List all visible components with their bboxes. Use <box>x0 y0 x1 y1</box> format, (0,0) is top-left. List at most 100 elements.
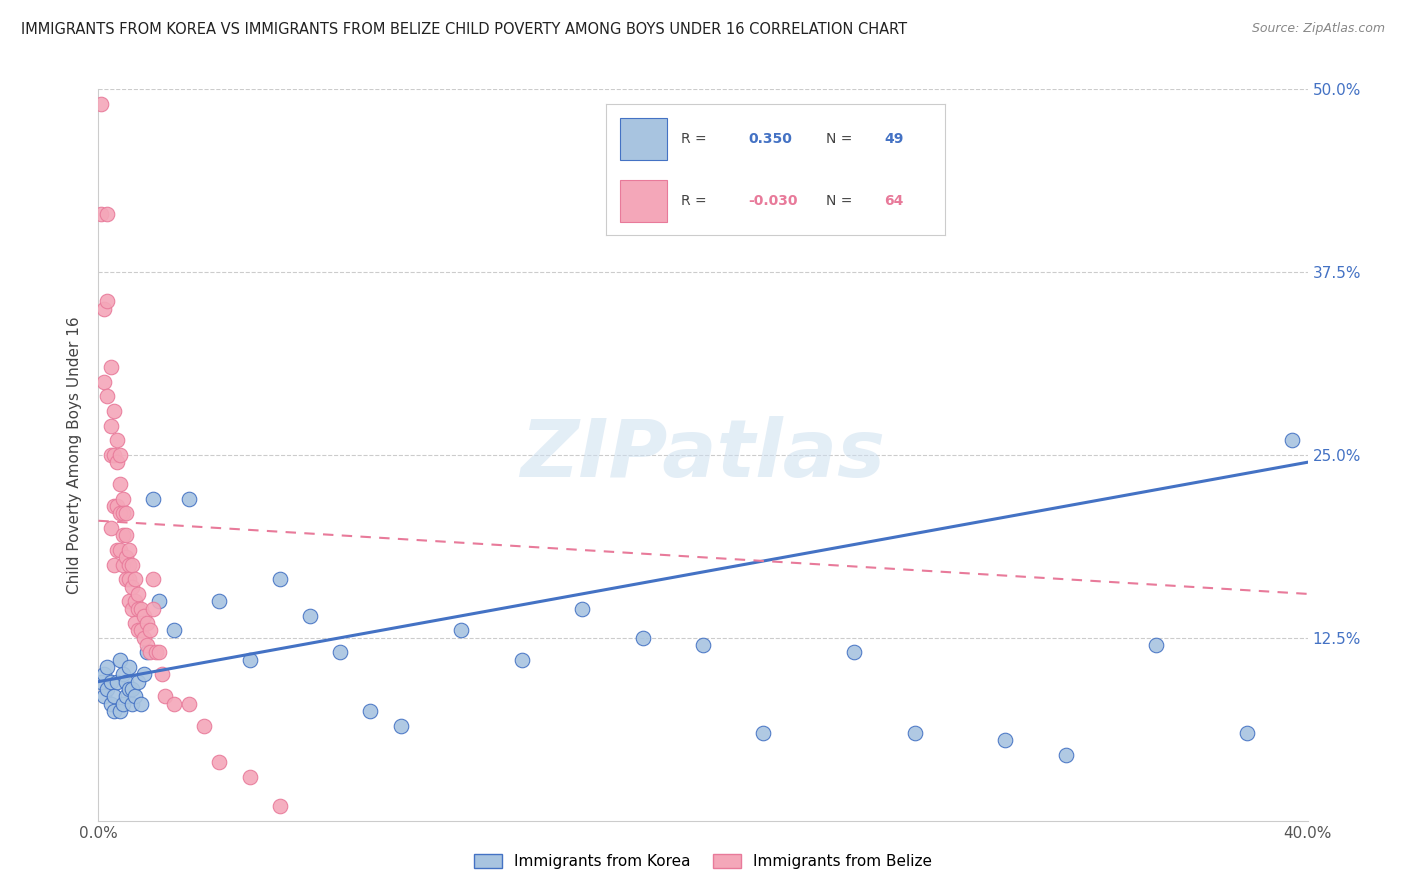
Point <box>269 799 291 814</box>
Point <box>124 690 146 704</box>
Point <box>114 674 136 689</box>
Point <box>994 733 1017 747</box>
Point <box>114 572 136 586</box>
Point <box>103 558 125 572</box>
Point <box>179 491 201 506</box>
Point <box>105 455 128 469</box>
Point <box>1054 747 1077 762</box>
Point <box>111 697 134 711</box>
Point <box>124 572 146 586</box>
Point <box>148 645 170 659</box>
Point <box>90 96 112 111</box>
Point <box>121 601 143 615</box>
Point <box>450 624 472 638</box>
Point <box>239 770 262 784</box>
Point <box>329 645 352 659</box>
Point <box>111 491 134 506</box>
Point <box>844 645 866 659</box>
Point <box>118 543 141 558</box>
Point <box>108 543 131 558</box>
Point <box>108 448 131 462</box>
Point <box>752 726 775 740</box>
Point <box>127 601 149 615</box>
Point <box>118 594 141 608</box>
Point <box>389 718 412 732</box>
Point <box>129 697 152 711</box>
Point <box>1281 434 1303 448</box>
Point <box>103 448 125 462</box>
Point <box>129 624 152 638</box>
Point <box>145 645 167 659</box>
Text: ZIPatlas: ZIPatlas <box>520 416 886 494</box>
Point <box>96 660 118 674</box>
Point <box>111 667 134 681</box>
Point <box>132 667 155 681</box>
Point <box>96 389 118 403</box>
Point <box>100 448 122 462</box>
Point <box>93 667 115 681</box>
Point <box>121 697 143 711</box>
Point <box>163 624 186 638</box>
Point <box>100 521 122 535</box>
Point <box>93 301 115 316</box>
Point <box>1144 638 1167 652</box>
Point <box>142 601 165 615</box>
Point <box>100 418 122 433</box>
Point <box>1236 726 1258 740</box>
Point <box>108 704 131 718</box>
Point <box>179 697 201 711</box>
Point <box>103 499 125 513</box>
Point <box>127 624 149 638</box>
Point <box>135 638 157 652</box>
Point <box>135 645 157 659</box>
Point <box>105 543 128 558</box>
Point <box>108 507 131 521</box>
Text: Source: ZipAtlas.com: Source: ZipAtlas.com <box>1251 22 1385 36</box>
Point <box>124 594 146 608</box>
Point <box>132 631 155 645</box>
Point <box>139 645 162 659</box>
Point <box>114 690 136 704</box>
Point <box>163 697 186 711</box>
Point <box>96 206 118 220</box>
Point <box>142 572 165 586</box>
Point <box>93 375 115 389</box>
Point <box>150 667 173 681</box>
Point <box>208 755 231 769</box>
Y-axis label: Child Poverty Among Boys Under 16: Child Poverty Among Boys Under 16 <box>67 316 83 594</box>
Point <box>510 653 533 667</box>
Point <box>127 674 149 689</box>
Legend: Immigrants from Korea, Immigrants from Belize: Immigrants from Korea, Immigrants from B… <box>468 848 938 875</box>
Point <box>269 572 291 586</box>
Point <box>100 674 122 689</box>
Point <box>111 507 134 521</box>
Point <box>904 726 927 740</box>
Point <box>193 718 215 732</box>
Point <box>299 608 322 623</box>
Point <box>208 594 231 608</box>
Point <box>118 660 141 674</box>
Point <box>127 587 149 601</box>
Point <box>121 558 143 572</box>
Point <box>132 608 155 623</box>
Point <box>129 601 152 615</box>
Point <box>111 528 134 542</box>
Point <box>90 206 112 220</box>
Point <box>105 499 128 513</box>
Point <box>114 507 136 521</box>
Point <box>111 558 134 572</box>
Point <box>105 434 128 448</box>
Point <box>360 704 382 718</box>
Point <box>118 558 141 572</box>
Point <box>239 653 262 667</box>
Point <box>571 601 593 615</box>
Point <box>121 681 143 696</box>
Point <box>153 690 176 704</box>
Point <box>118 681 141 696</box>
Point <box>103 690 125 704</box>
Point <box>100 697 122 711</box>
Point <box>96 681 118 696</box>
Point <box>90 674 112 689</box>
Point <box>142 491 165 506</box>
Point <box>103 404 125 418</box>
